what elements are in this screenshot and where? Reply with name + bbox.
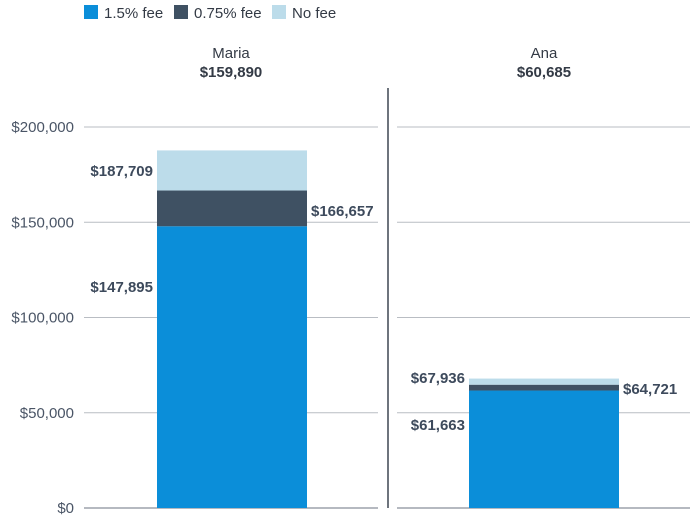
y-tick-label: $50,000: [20, 405, 74, 422]
data-label-no-fee: $187,709: [90, 163, 153, 180]
data-label-0-75-fee: $166,657: [311, 203, 374, 220]
legend-swatch: [272, 5, 286, 19]
legend-swatch: [84, 5, 98, 19]
bar-segment-0-75-fee: [157, 190, 307, 227]
data-label-1-5-fee: $61,663: [411, 417, 465, 434]
bar-segment-no-fee: [157, 150, 307, 191]
legend-label: 0.75% fee: [194, 5, 262, 22]
panel-total: $159,890: [200, 64, 263, 81]
y-tick-label: $100,000: [11, 310, 74, 327]
bar-segment-0-75-fee: [469, 384, 619, 391]
bar-segment-1-5-fee: [469, 390, 619, 508]
legend-label: 1.5% fee: [104, 5, 163, 22]
y-tick-label: $0: [57, 500, 74, 517]
bar-segment-1-5-fee: [157, 226, 307, 509]
panel-title: Ana: [531, 45, 558, 62]
y-tick-label: $200,000: [11, 119, 74, 136]
data-label-1-5-fee: $147,895: [90, 279, 153, 296]
bar-segment-no-fee: [469, 378, 619, 385]
data-label-no-fee: $67,936: [411, 370, 465, 387]
panel-total: $60,685: [517, 64, 571, 81]
legend-label: No fee: [292, 5, 336, 22]
panel-title: Maria: [212, 45, 250, 62]
data-label-0-75-fee: $64,721: [623, 381, 677, 398]
legend-swatch: [174, 5, 188, 19]
y-tick-label: $150,000: [11, 214, 74, 231]
